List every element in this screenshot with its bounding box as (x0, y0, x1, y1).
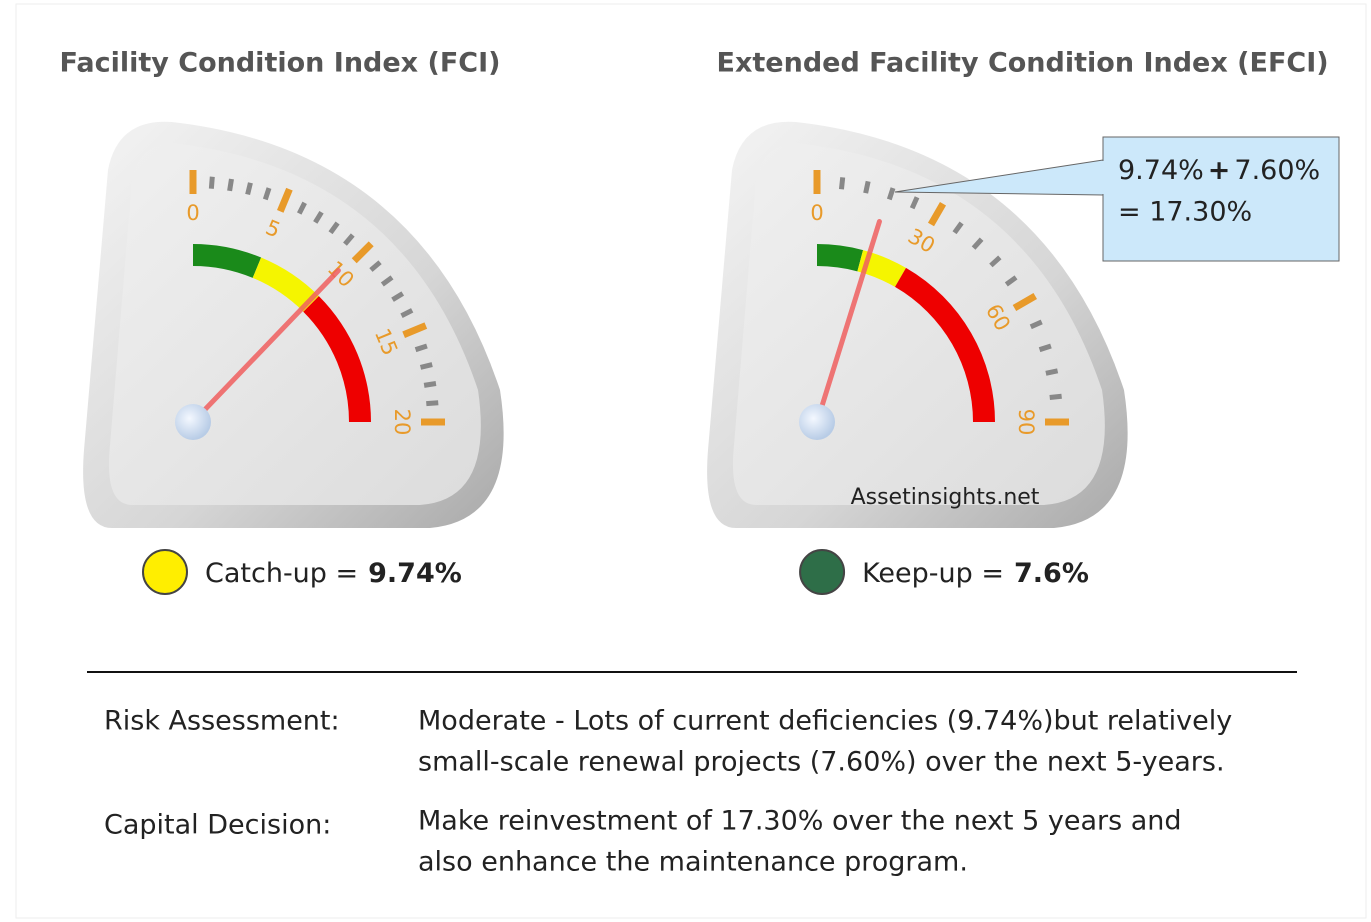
gauge-title: Extended Facility Condition Index (EFCI) (717, 48, 1329, 79)
callout-plus: + (1208, 155, 1231, 186)
status-dot (143, 550, 187, 594)
status-value: 7.6% (1014, 558, 1089, 589)
status-dot (800, 550, 844, 594)
callout-line2: = 17.30% (1118, 197, 1252, 228)
minor-tick (230, 179, 232, 191)
status-text: Catch-up = 9.74% (205, 558, 462, 589)
row-text: Moderate - Lots of current deficiencies … (418, 706, 1232, 737)
status-label: Keep-up = (862, 558, 1004, 589)
minor-tick (889, 188, 893, 199)
minor-tick (1050, 396, 1062, 397)
row-label: Capital Decision: (104, 810, 331, 841)
callout-line1: 9.74%+7.60% (1118, 155, 1320, 186)
tick-label: 20 (390, 409, 414, 436)
minor-tick (1040, 346, 1051, 350)
row-text: small-scale renewal projects (7.60%) ove… (418, 747, 1225, 778)
row-text: Make reinvestment of 17.30% over the nex… (418, 806, 1182, 837)
row-label: Risk Assessment: (104, 706, 340, 737)
minor-tick (211, 177, 212, 189)
minor-tick (265, 188, 269, 199)
gauge-title: Facility Condition Index (FCI) (60, 48, 501, 79)
minor-tick (1046, 371, 1058, 373)
page: Facility Condition Index (FCI)05101520Ca… (0, 0, 1371, 922)
minor-tick (866, 181, 868, 193)
tick-label: 0 (810, 201, 823, 225)
minor-tick (426, 403, 438, 404)
status-label: Catch-up = (205, 558, 358, 589)
minor-tick (421, 365, 433, 368)
status-value: 9.74% (368, 558, 462, 589)
tick-label: 0 (186, 201, 199, 225)
tick-label: 90 (1014, 409, 1038, 436)
watermark: Assetinsights.net (851, 485, 1040, 510)
minor-tick (248, 183, 251, 195)
row-text: also enhance the maintenance program. (418, 847, 968, 878)
needle-hub (799, 404, 835, 440)
minor-tick (416, 346, 427, 350)
status-text: Keep-up = 7.6% (862, 558, 1089, 589)
needle-hub (175, 404, 211, 440)
minor-tick (424, 384, 436, 386)
callout-term: 9.74% (1118, 155, 1204, 186)
callout-term: 7.60% (1234, 155, 1320, 186)
minor-tick (841, 177, 842, 189)
